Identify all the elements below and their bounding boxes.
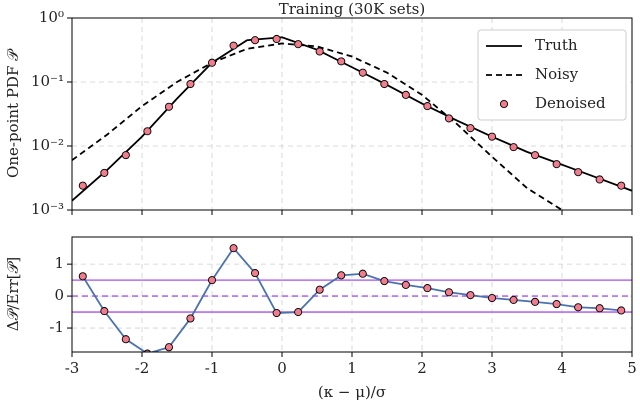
y-axis-label: Δ𝒫/Err[𝒫] <box>4 257 22 332</box>
legend-label: Denoised <box>535 94 606 112</box>
marker <box>337 271 346 280</box>
marker <box>186 314 195 323</box>
y-tick-label: 10⁻³ <box>31 200 64 218</box>
marker <box>595 304 604 313</box>
marker <box>186 79 195 89</box>
marker <box>444 288 454 297</box>
marker <box>164 343 173 352</box>
marker <box>552 300 561 309</box>
marker <box>595 175 604 184</box>
marker <box>294 40 303 49</box>
marker <box>100 307 109 316</box>
marker <box>617 181 626 190</box>
marker <box>78 181 87 190</box>
marker <box>207 276 217 285</box>
marker <box>229 244 238 253</box>
marker <box>401 90 410 99</box>
legend-label: Noisy <box>535 65 579 83</box>
marker <box>380 79 389 89</box>
marker <box>250 269 260 278</box>
marker <box>466 124 475 133</box>
x-tick-label: 1 <box>347 359 357 377</box>
marker <box>121 151 130 160</box>
marker <box>207 58 217 67</box>
legend-box <box>477 29 627 121</box>
y-tick-label: 0 <box>54 286 64 304</box>
marker <box>552 160 561 169</box>
y-tick-label: -1 <box>49 318 64 336</box>
y-tick-label: 10⁰ <box>39 8 64 26</box>
marker <box>531 297 540 306</box>
marker <box>531 151 540 160</box>
marker <box>380 277 389 286</box>
marker <box>466 291 475 300</box>
x-tick-label: 5 <box>627 359 637 377</box>
marker <box>294 308 303 317</box>
y-tick-label: 10⁻² <box>31 136 64 154</box>
legend-label: Truth <box>535 36 578 54</box>
marker <box>272 34 281 44</box>
x-tick-label: 2 <box>417 359 427 377</box>
x-tick-label: -1 <box>205 359 220 377</box>
marker <box>315 47 324 56</box>
x-axis-label: (κ − μ)/σ <box>318 383 386 401</box>
marker <box>229 41 238 50</box>
legend-marker <box>499 99 509 109</box>
plot-area <box>72 34 632 210</box>
x-tick-label: -3 <box>65 359 80 377</box>
marker <box>358 269 367 278</box>
marker <box>444 114 454 123</box>
marker <box>617 306 626 315</box>
marker <box>574 168 583 177</box>
marker <box>423 102 432 111</box>
marker <box>100 168 109 177</box>
y-tick-label: 10⁻¹ <box>31 72 64 90</box>
marker <box>143 349 152 352</box>
y-axis-label: One-point PDF 𝒫 <box>4 48 22 178</box>
marker <box>487 132 497 141</box>
marker <box>509 295 518 304</box>
marker <box>164 102 173 111</box>
axes-frame <box>71 17 633 211</box>
marker <box>78 272 87 281</box>
x-tick-label: 4 <box>557 359 567 377</box>
x-tick-label: -2 <box>135 359 150 377</box>
marker <box>250 36 260 45</box>
x-tick-label: 0 <box>277 359 287 377</box>
marker <box>574 303 583 312</box>
marker <box>401 280 410 289</box>
y-tick-label: 1 <box>54 254 64 272</box>
marker <box>358 68 367 77</box>
marker <box>509 143 518 152</box>
marker <box>272 308 281 318</box>
chart-title: Training (30K sets) <box>279 0 425 18</box>
marker <box>423 284 432 293</box>
series-line <box>72 42 563 210</box>
plot-area <box>72 244 632 352</box>
marker <box>487 293 497 303</box>
marker <box>143 127 152 136</box>
marker <box>315 285 324 294</box>
axes-frame <box>71 236 633 353</box>
marker <box>121 335 130 344</box>
x-tick-label: 3 <box>487 359 497 377</box>
marker <box>337 57 346 66</box>
